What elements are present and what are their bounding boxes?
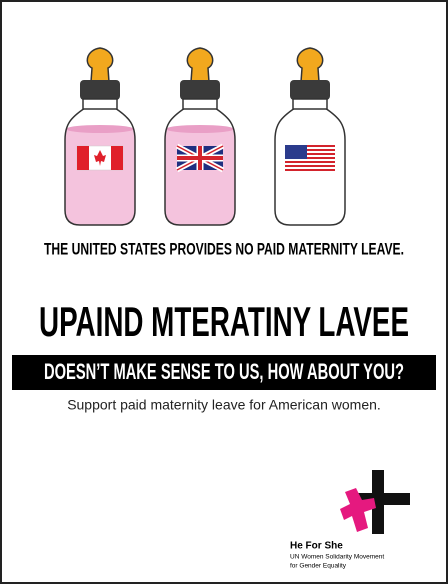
banner-text: DOESN’T MAKE SENSE TO US, HOW ABOUT YOU? xyxy=(44,359,404,384)
logo-name: He For She xyxy=(290,541,343,552)
logo-subtitle: UN Women Solidarity Movement xyxy=(290,554,384,561)
statement: THE UNITED STATES PROVIDES NO PAID MATER… xyxy=(44,239,404,258)
tagline: Support paid maternity leave for America… xyxy=(67,397,381,413)
headline: UPAIND MTERATINY LAVEE xyxy=(39,298,409,345)
logo-subtitle: for Gender Equality xyxy=(290,563,347,570)
poster: THE UNITED STATES PROVIDES NO PAID MATER… xyxy=(0,0,448,584)
